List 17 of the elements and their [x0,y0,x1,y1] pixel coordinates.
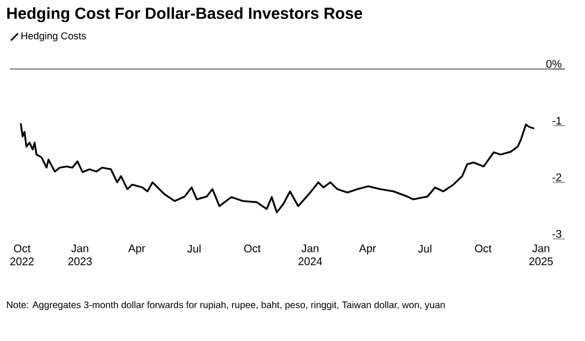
legend-label: Hedging Costs [22,32,86,42]
x-tick-label: Apr [128,244,146,254]
x-tick-label: Jan 2024 [298,244,322,266]
y-tick-label: 0% [546,60,562,68]
text: Note: Aggregates 3-month dollar forwards for rupiah, rupee, baht, peso, ringgit, Taiwan dollar, won, yuan [6,301,445,310]
x-tick-label: Jul [187,244,200,253]
y-tick-label: -3 [552,230,562,238]
x-tick-label: Jul [418,244,432,253]
x-tick-label: Oct [244,244,261,252]
x-tick-label: Jan 2023 [68,244,92,266]
y-tick-label: -2 [552,173,562,182]
x-tick-label: Jan 2025 [529,244,553,266]
x-tick-label: Apr [359,244,376,254]
chart-title: Hedging Cost For Dollar-Based Investors Rose [7,7,362,22]
x-tick-label: Oct [474,244,492,252]
y-tick-label: -1 [552,116,562,124]
x-tick-label: Oct 2022 [10,244,34,266]
